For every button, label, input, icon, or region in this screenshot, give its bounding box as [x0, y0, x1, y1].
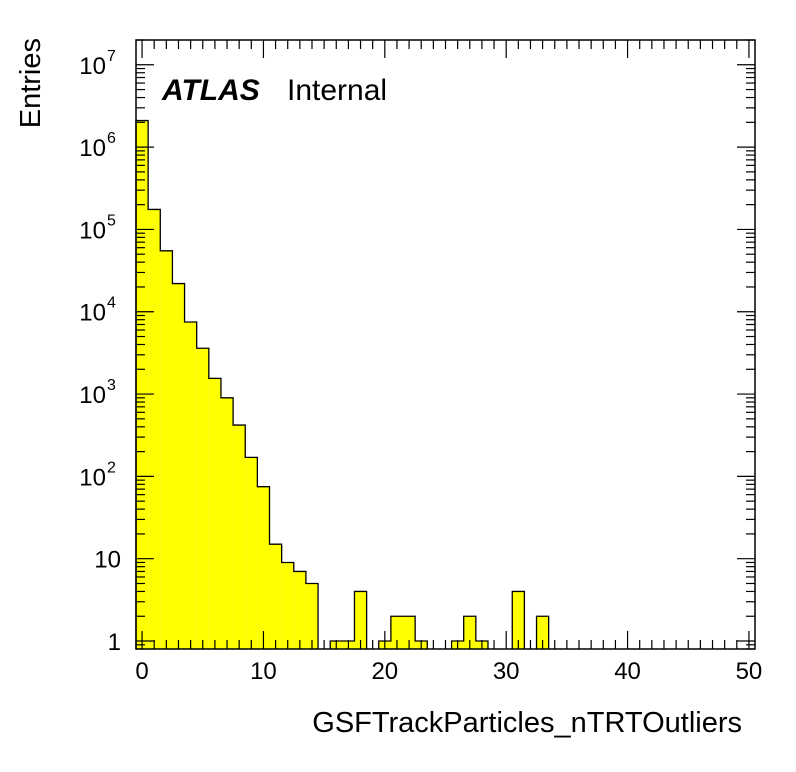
atlas-label: ATLAS [161, 74, 260, 107]
histogram-bar-8 [233, 425, 246, 649]
histogram-bar-3 [172, 283, 185, 649]
y-tick-label-exponent: 3 [107, 377, 116, 394]
y-tick-label-base: 10 [79, 135, 106, 162]
y-axis-title: Entries [15, 38, 47, 128]
histogram-bar-0 [136, 120, 149, 649]
histogram-bar-14 [305, 583, 319, 649]
histogram-bar-12 [281, 562, 294, 649]
internal-label: Internal [287, 74, 387, 107]
y-tick-label-base: 10 [79, 382, 106, 409]
x-tick-label: 20 [371, 658, 398, 685]
y-tick-label-exponent: 7 [107, 48, 116, 65]
histogram-bar-33 [536, 616, 549, 649]
histogram-bar-6 [208, 378, 221, 649]
y-tick-label-base: 10 [79, 217, 106, 244]
y-tick-label: 1 [108, 629, 121, 656]
x-tick-label: 10 [250, 658, 277, 685]
axis-ticks [136, 39, 755, 650]
x-tick-label: 30 [493, 658, 520, 685]
y-tick-label-base: 10 [79, 300, 106, 327]
histogram-bar-2 [160, 250, 173, 649]
x-tick-label: 40 [614, 658, 641, 685]
histogram-bar-18 [354, 591, 367, 649]
histogram-bar-7 [220, 397, 234, 649]
histogram-outline [135, 119, 550, 649]
histogram-bar-11 [269, 544, 282, 649]
x-axis-title: GSFTrackParticles_nTRTOutliers [312, 707, 742, 739]
histogram-bar-13 [293, 571, 306, 649]
x-tick-labels: 0 10 20 30 40 50 [135, 658, 762, 685]
y-tick-label: 10 [94, 547, 121, 574]
histogram-bar-22 [403, 616, 416, 649]
histogram-bar-4 [184, 322, 197, 649]
histogram-bar-1 [148, 209, 161, 649]
histogram-bar-5 [196, 348, 209, 649]
y-tick-label-exponent: 5 [107, 212, 116, 229]
histogram-bars [136, 120, 549, 649]
histogram-bar-31 [512, 591, 525, 649]
y-tick-label-exponent: 6 [107, 130, 116, 147]
y-tick-label-exponent: 4 [107, 295, 116, 312]
x-tick-label: 50 [736, 658, 763, 685]
histogram-bar-21 [390, 616, 404, 649]
y-tick-label-base: 10 [79, 53, 106, 80]
y-tick-label-exponent: 2 [107, 459, 116, 476]
histogram-bar-9 [245, 457, 258, 649]
histogram-bar-10 [257, 486, 270, 649]
y-tick-label-base: 10 [79, 464, 106, 491]
x-tick-label: 0 [135, 658, 148, 685]
histogram-bar-27 [463, 616, 476, 649]
